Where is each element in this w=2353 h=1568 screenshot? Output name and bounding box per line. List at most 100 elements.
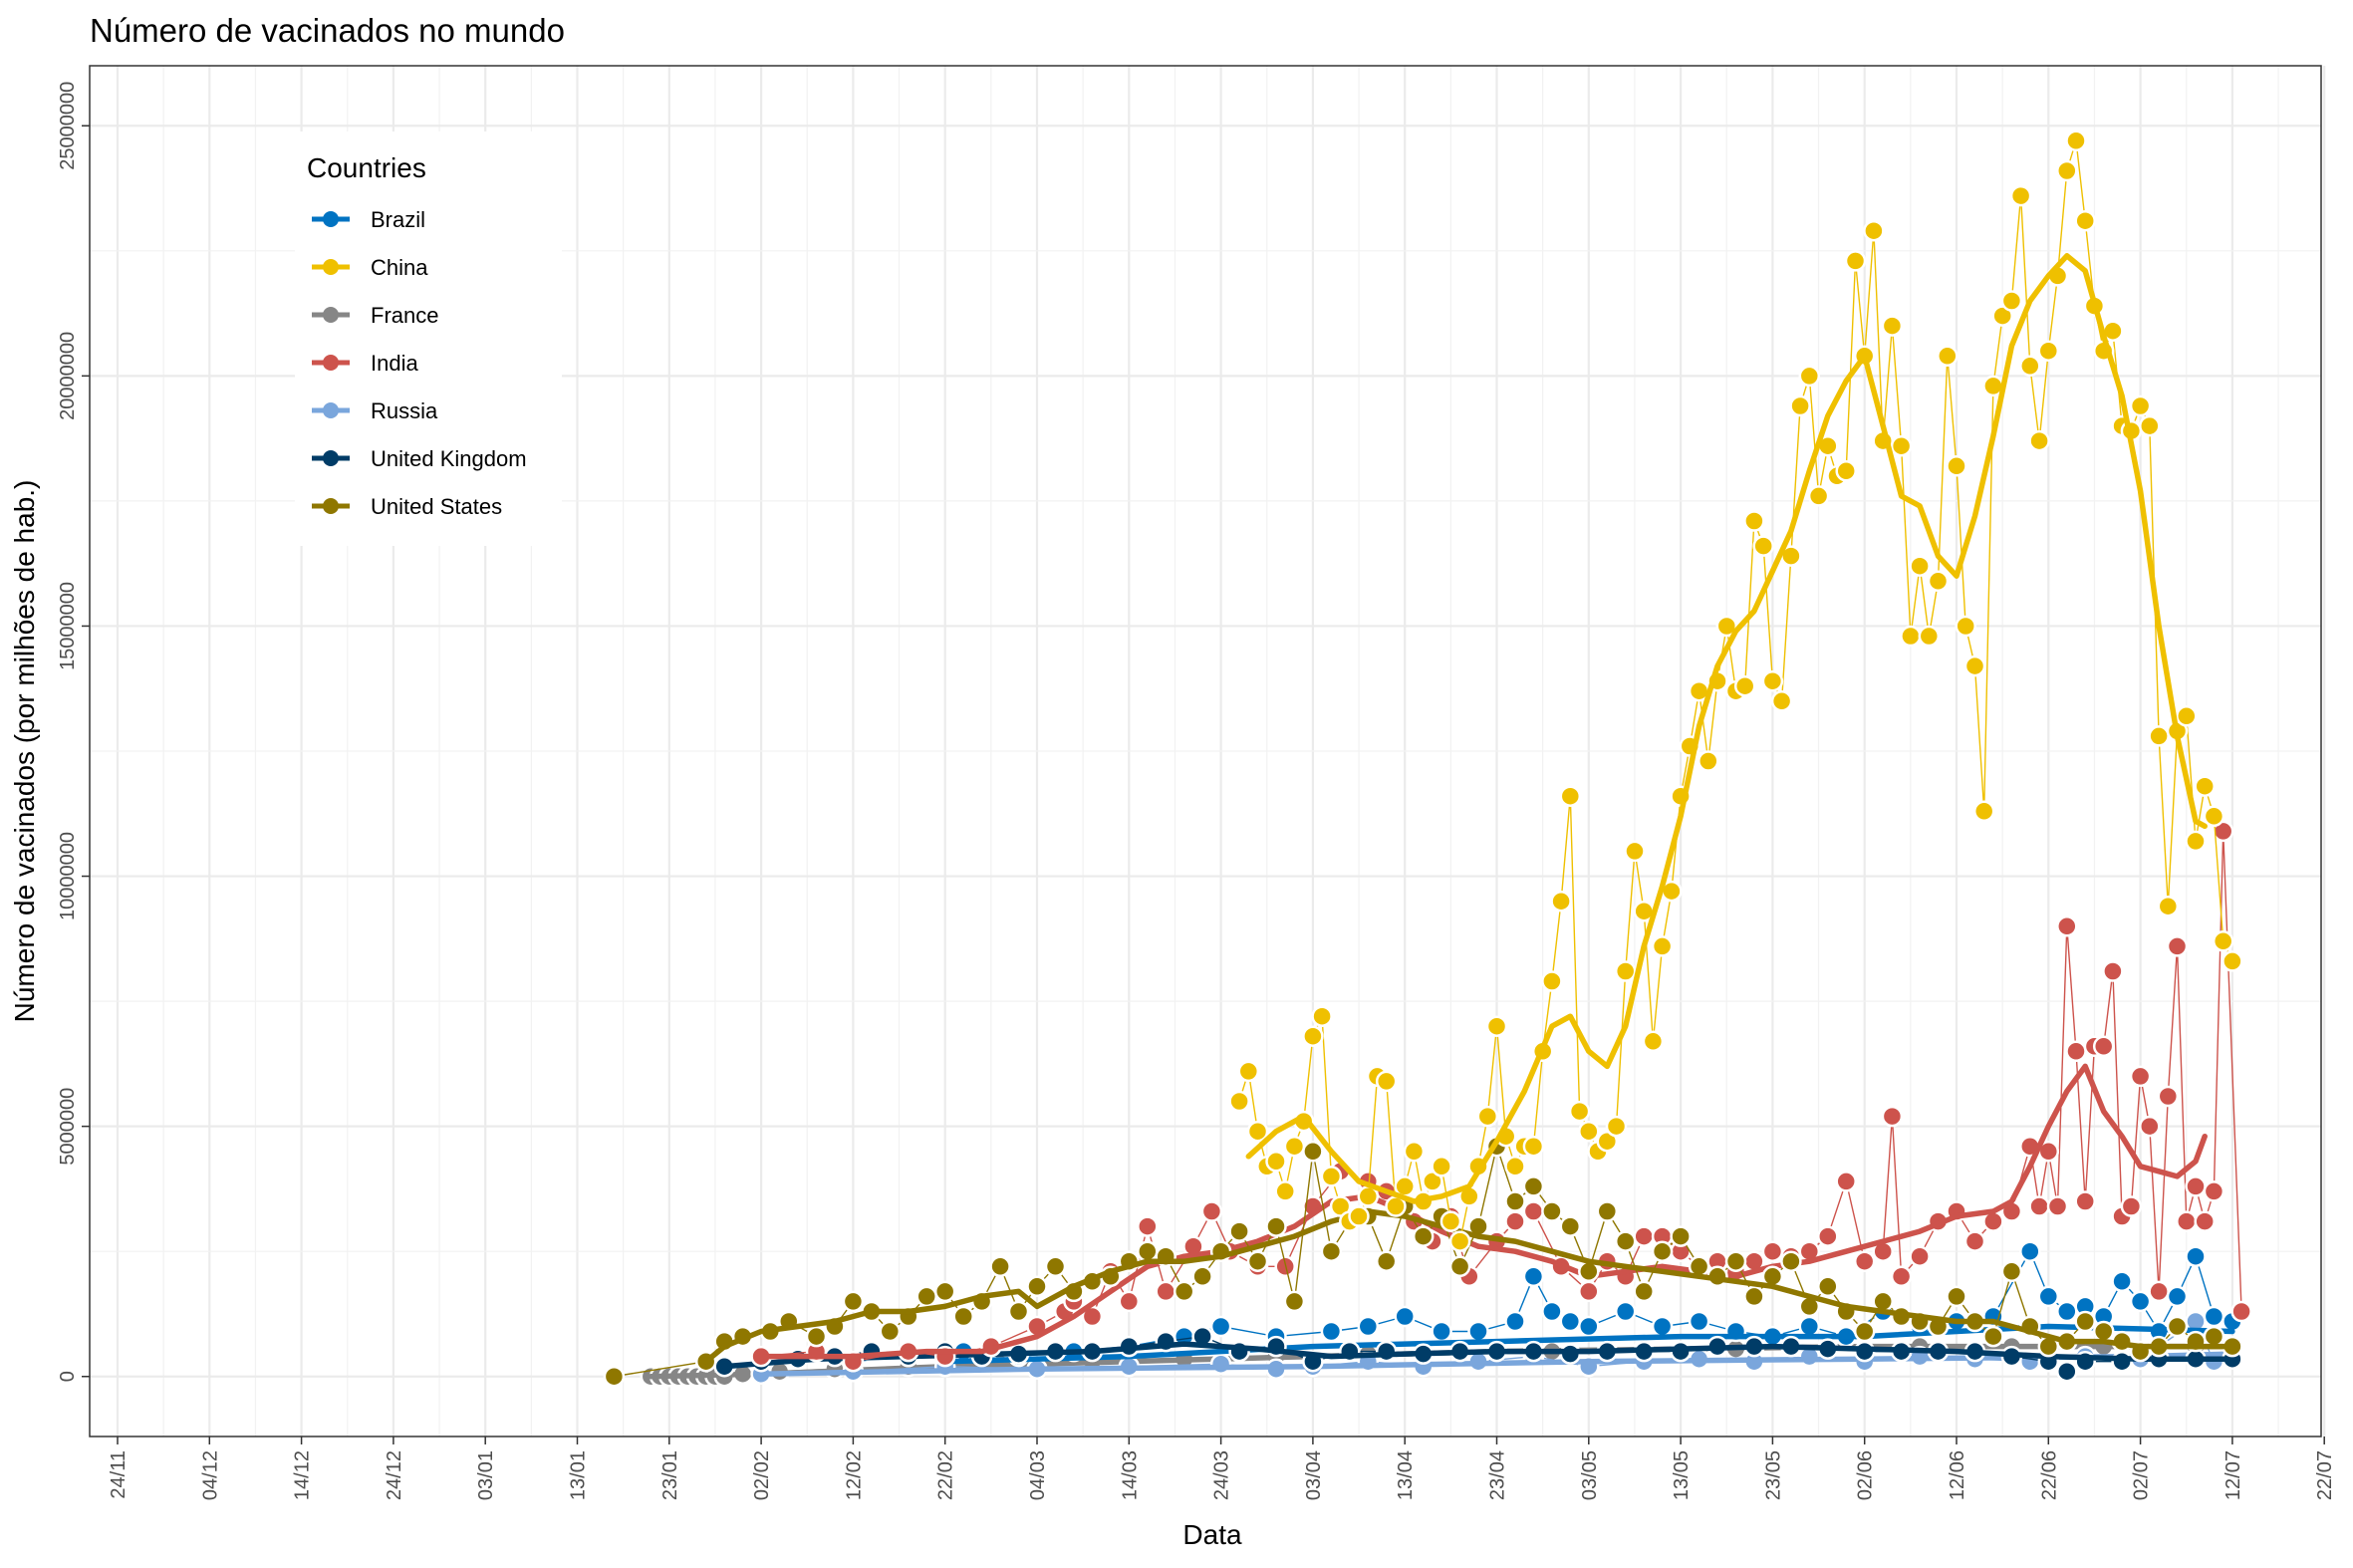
legend-key-point	[323, 450, 339, 466]
data-point-china	[1752, 535, 1774, 557]
data-point-china	[1991, 305, 2013, 327]
data-point-india	[1137, 1215, 1159, 1237]
legend-item-china: China	[312, 255, 428, 280]
data-point-china	[1265, 1151, 1287, 1173]
data-point-china	[2009, 184, 2032, 207]
data-point-china	[1946, 455, 1967, 477]
data-point-united-states	[1853, 1320, 1876, 1343]
x-tick-label: 12/07	[2222, 1450, 2244, 1500]
data-point-united-states	[1724, 1250, 1747, 1272]
legend-key-point	[323, 259, 339, 275]
data-point-india	[1118, 1290, 1141, 1313]
data-point-china	[1559, 785, 1582, 807]
data-point-united-states	[1228, 1220, 1250, 1242]
series-layer	[603, 130, 2252, 1388]
x-tick-label: 23/04	[1487, 1450, 1509, 1500]
data-point-china	[1311, 1005, 1333, 1027]
data-point-india	[1522, 1200, 1545, 1222]
data-point-china	[1743, 510, 1765, 532]
legend-item-united-states: United States	[312, 494, 502, 519]
data-point-united-states	[1246, 1250, 1269, 1272]
data-point-china	[1715, 615, 1738, 638]
data-point-united-states	[1596, 1200, 1619, 1222]
data-point-brazil	[1504, 1310, 1526, 1333]
data-point-brazil	[2185, 1245, 2207, 1267]
data-point-united-states	[989, 1255, 1011, 1278]
data-point-brazil	[2203, 1305, 2225, 1328]
data-point-united-states	[1670, 1225, 1692, 1247]
data-point-united-states	[1541, 1200, 1563, 1222]
data-point-india	[1155, 1280, 1176, 1303]
data-point-china	[1578, 1120, 1600, 1143]
data-point-united-states	[1817, 1275, 1839, 1298]
data-point-brazil	[2056, 1300, 2078, 1323]
x-tick-label: 24/11	[108, 1450, 130, 1499]
data-point-india	[2194, 1210, 2216, 1232]
data-point-china	[1955, 615, 1976, 638]
x-tick-label: 04/12	[199, 1450, 221, 1500]
data-point-india	[2157, 1085, 2180, 1108]
data-point-china	[1927, 570, 1950, 593]
data-point-united-states	[805, 1325, 828, 1348]
data-point-united-kingdom	[2111, 1350, 2133, 1373]
data-point-united-states	[1191, 1265, 1213, 1288]
legend-item-india: India	[312, 351, 418, 376]
data-point-china	[1485, 1015, 1508, 1037]
data-point-united-states	[1320, 1240, 1343, 1262]
data-point-india	[1633, 1225, 1655, 1247]
data-point-india	[2139, 1115, 2161, 1138]
data-point-united-states	[1302, 1141, 1324, 1163]
data-point-china	[1937, 345, 1959, 368]
data-point-brazil	[1394, 1305, 1416, 1328]
x-tick-label: 24/12	[384, 1450, 405, 1500]
data-point-china	[1228, 1090, 1250, 1113]
data-point-china	[1448, 1230, 1471, 1252]
legend-label: India	[371, 351, 418, 376]
data-point-united-states	[1743, 1285, 1765, 1308]
data-point-china	[2148, 725, 2170, 747]
data-point-united-states	[1412, 1225, 1435, 1247]
data-point-india	[1963, 1230, 1986, 1252]
data-point-united-states	[1633, 1280, 1655, 1303]
data-point-china	[1642, 1030, 1665, 1053]
data-point-india	[2176, 1210, 2198, 1232]
data-point-russia	[1209, 1353, 1232, 1375]
legend-key-point	[323, 211, 339, 227]
data-point-united-states	[2166, 1315, 2189, 1338]
data-point-china	[1283, 1135, 1306, 1158]
trend-line-china	[1245, 253, 2208, 1204]
legend-key-point	[323, 498, 339, 514]
data-point-china	[1614, 960, 1637, 982]
data-point-china	[2194, 775, 2216, 797]
data-point-united-states	[1173, 1280, 1195, 1303]
data-point-china	[1698, 750, 1719, 772]
x-tick-label: 13/04	[1395, 1450, 1417, 1500]
data-point-india	[2212, 820, 2234, 843]
data-point-india	[2065, 1040, 2087, 1063]
data-point-china	[1476, 1105, 1499, 1128]
data-point-china	[1329, 1195, 1352, 1217]
x-tick-label: 22/07	[2314, 1450, 2336, 1500]
data-point-china	[1789, 394, 1811, 417]
legend-label: United States	[371, 494, 502, 519]
legend-label: China	[371, 255, 428, 280]
data-point-united-states	[1265, 1215, 1287, 1237]
data-point-india	[1835, 1171, 1857, 1192]
data-point-china	[1439, 1210, 1462, 1232]
data-point-china	[1761, 669, 1784, 692]
data-point-brazil	[1614, 1300, 1637, 1323]
data-point-united-states	[1448, 1255, 1471, 1278]
x-tick-label: 12/02	[843, 1450, 865, 1500]
data-point-united-kingdom	[2056, 1360, 2078, 1383]
data-point-china	[2037, 340, 2060, 362]
y-tick-label: 25000000	[57, 82, 79, 170]
data-point-china	[2212, 930, 2234, 952]
data-point-india	[2203, 1180, 2225, 1202]
data-point-brazil	[1431, 1320, 1452, 1343]
data-point-united-states	[2092, 1320, 2115, 1343]
data-point-china	[1972, 800, 1995, 823]
x-tick-label: 13/05	[1671, 1450, 1693, 1500]
data-point-china	[1798, 365, 1821, 388]
y-tick-label: 15000000	[57, 582, 79, 670]
data-point-united-states	[603, 1365, 626, 1388]
